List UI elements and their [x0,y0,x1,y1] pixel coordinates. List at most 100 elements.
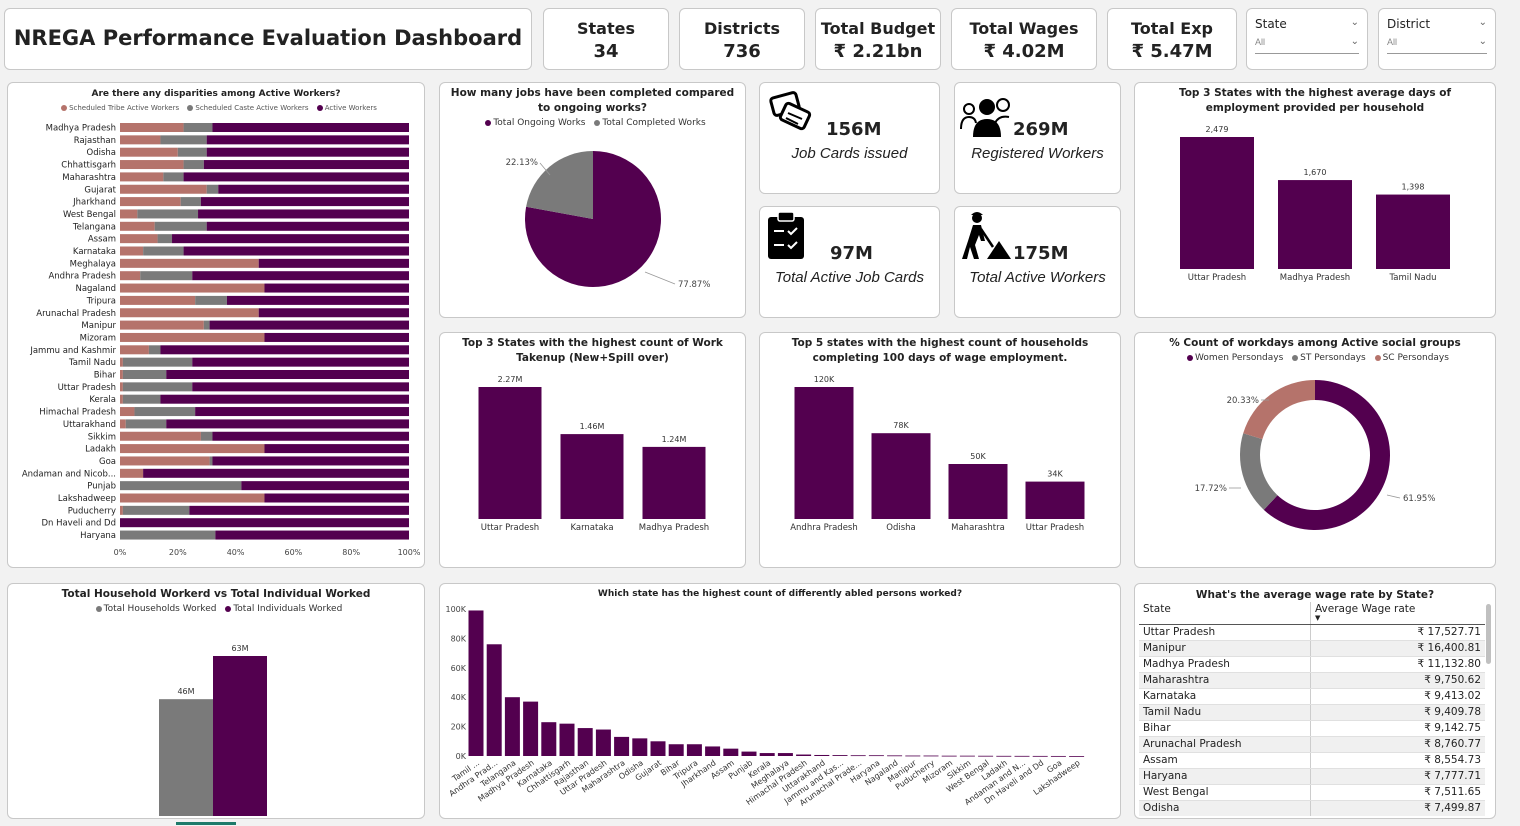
bar [668,744,684,756]
data-label: 63M [231,644,248,653]
table-row[interactable]: Karnataka ₹ 9,413.02 [1139,688,1485,705]
category-label: Madhya Pradesh [1280,273,1350,283]
bar [468,610,484,756]
legend-item: Scheduled Caste Active Workers [195,104,309,112]
bar-segment [218,184,409,194]
table-row[interactable]: Assam ₹ 8,554.73 [1139,752,1485,769]
y-tick-label: 60K [451,664,467,673]
kpi-districts: Districts 736 [679,8,805,70]
table-row[interactable]: Maharashtra ₹ 9,750.62 [1139,672,1485,689]
chart-title: Are there any disparities among Active W… [91,89,341,99]
category-label: Kerala [89,395,116,405]
category-label: Uttar Pradesh [481,523,539,533]
bar-segment [203,160,409,170]
bar-segment [226,295,409,305]
bar-segment [120,295,196,305]
bar-segment [120,308,259,318]
legend-item: Total Completed Works [602,118,706,128]
category-label: Himachal Pradesh [39,408,116,418]
bar [595,729,611,756]
table-row[interactable]: Uttar Pradesh ₹ 17,527.71 [1139,624,1485,641]
data-label: 77.87% [678,280,710,290]
bar [814,754,830,756]
workdays-donut-chart: 61.95% 17.72% 20.33% [1195,380,1435,530]
bar-segment [241,481,409,491]
data-label: 1.46M [580,422,605,431]
table-row[interactable]: Manipur ₹ 16,400.81 [1139,640,1485,657]
category-label: Punjab [87,482,116,492]
bar-segment [195,407,409,417]
wage-cell: ₹ 11,132.80 [1309,656,1485,673]
bar-segment [195,295,227,305]
stat-active-job-cards: 97M Total Active Job Cards [759,206,940,318]
state-slicer[interactable]: State ⌄ All ⌄ [1246,8,1368,70]
donut-slice [1263,380,1390,530]
category-label: Telangana [72,222,116,232]
bar-segment [206,135,409,145]
table-row[interactable]: Arunachal Pradesh ₹ 8,760.77 [1139,736,1485,753]
stat-label: Total Active Workers [969,269,1106,286]
wage-cell: ₹ 8,554.73 [1309,752,1485,769]
chevron-down-icon[interactable]: ⌄ [1350,17,1359,28]
bar-segment [120,197,181,207]
bar [850,755,866,757]
bar [560,434,624,519]
bar-segment [120,123,184,132]
chart-title: What's the average wage rate by State? [1195,589,1435,601]
category-label: Odisha [87,148,116,158]
category-label: Andhra Pradesh [790,523,858,533]
bar-segment [122,505,190,515]
data-label: 34K [1047,470,1063,479]
legend-item: Active Workers [324,104,377,112]
bar-segment [143,468,409,478]
category-label: Manipur [81,321,116,331]
bar [796,754,812,756]
table-row[interactable]: Haryana ₹ 7,777.71 [1139,768,1485,785]
column-header-state[interactable]: State [1139,602,1311,625]
wage-cell: ₹ 9,409.78 [1309,704,1485,721]
stat-label: Total Active Job Cards [775,269,924,286]
bar-segment [120,419,126,429]
bar-segment [212,431,409,441]
chevron-down-icon[interactable]: ⌄ [1478,17,1487,28]
bar-segment [120,332,265,342]
bar-segment [120,160,184,170]
district-dropdown[interactable]: All [1387,37,1398,47]
stat-value: 156M [826,119,882,140]
bar [559,723,575,756]
stat-active-workers: 175M Total Active Workers [954,206,1121,318]
table-row[interactable]: Bihar ₹ 9,142.75 [1139,720,1485,737]
bar-segment [258,308,409,318]
wage-table-container[interactable]: State Average Wage rate ▼ Uttar Pradesh ₹ … [1139,602,1485,816]
title-card: NREGA Performance Evaluation Dashboard [4,8,532,70]
bar-segment [120,357,123,367]
bar-segment [212,456,409,466]
table-row[interactable]: Madhya Pradesh ₹ 11,132.80 [1139,656,1485,673]
bar-segment [206,221,409,231]
wage-cell: ₹ 8,760.77 [1309,736,1485,753]
data-label: 2,479 [1206,125,1229,134]
chevron-down-icon[interactable]: ⌄ [1350,36,1359,47]
bar-segment [122,357,193,367]
legend-dot [594,119,601,126]
state-cell: Haryana [1139,768,1311,785]
bar-segment [264,444,409,454]
page-tab-indicator[interactable] [176,822,236,825]
table-row[interactable]: West Bengal ₹ 7,511.65 [1139,784,1485,801]
bar-segment [189,505,409,515]
column-header-wage[interactable]: Average Wage rate ▼ [1309,602,1485,625]
table-row[interactable]: Odisha ₹ 7,499.87 [1139,800,1485,816]
bar [213,656,267,816]
state-dropdown[interactable]: All [1255,37,1266,47]
data-label: 17.72% [1195,484,1227,494]
table-scrollbar[interactable] [1486,604,1491,664]
chevron-down-icon[interactable]: ⌄ [1478,36,1487,47]
bar [1032,755,1048,757]
state-cell: Odisha [1139,800,1311,816]
data-label: 2.27M [498,375,523,384]
table-row[interactable]: Tamil Nadu ₹ 9,409.78 [1139,704,1485,721]
state-cell: Maharashtra [1139,672,1311,689]
bar [777,753,793,756]
district-slicer[interactable]: District ⌄ All ⌄ [1378,8,1496,70]
workers-icon [960,98,1010,137]
